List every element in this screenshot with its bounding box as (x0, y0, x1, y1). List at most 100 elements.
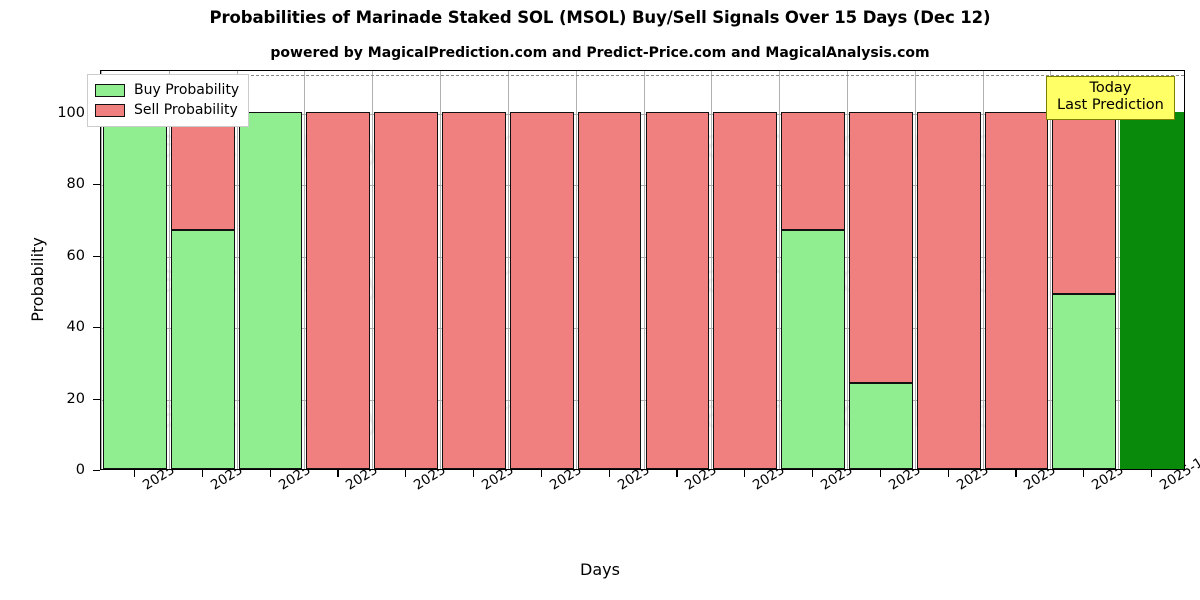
legend-item-sell: Sell Probability (95, 100, 239, 120)
x-tick-mark (472, 470, 475, 477)
x-tick-mark (676, 470, 678, 477)
legend-item-buy: Buy Probability (95, 80, 239, 100)
gridline-vertical (915, 71, 916, 469)
bar-2025-11-30[interactable] (374, 71, 439, 469)
legend-label-sell: Sell Probability (134, 102, 238, 118)
gridline-vertical (440, 71, 441, 469)
today-annotation: Today Last Prediction (1046, 76, 1175, 121)
gridline-vertical (644, 71, 645, 469)
legend-label-buy: Buy Probability (134, 82, 240, 98)
bar-segment-buy (238, 111, 303, 469)
x-tick-mark (269, 470, 271, 477)
y-tick-label: 100 (57, 104, 85, 121)
gridline-vertical (372, 71, 373, 469)
x-tick-mark (608, 470, 610, 477)
bar-2025-12-07[interactable] (848, 71, 913, 469)
bar-segment-sell (781, 111, 845, 230)
gridline-vertical (711, 71, 712, 469)
gridline-vertical (237, 71, 238, 469)
today-annotation-line2: Last Prediction (1057, 97, 1164, 114)
bar-segment-sell (170, 111, 235, 230)
x-tick-mark (1015, 470, 1017, 477)
bar-2025-12-04[interactable] (645, 71, 710, 469)
x-tick-mark (1083, 470, 1085, 477)
y-tick-label: 20 (66, 390, 85, 407)
bar-2025-12-01[interactable] (442, 71, 506, 469)
bar-segment-sell (509, 111, 574, 469)
gridline-horizontal (101, 328, 1184, 330)
gridline-vertical (169, 71, 170, 469)
bar-2025-12-10[interactable] (1052, 71, 1117, 469)
x-tick-mark (812, 470, 814, 477)
bar-segment-sell (848, 111, 913, 384)
gridline-vertical (779, 71, 780, 469)
bar-segment-sell (984, 111, 1049, 469)
gridline-vertical (508, 71, 509, 469)
gridline-vertical (576, 71, 577, 469)
gridline-vertical (1050, 71, 1051, 469)
bar-segment-sell (577, 111, 642, 469)
x-tick-mark (879, 470, 882, 477)
bar-segment-buy (1052, 294, 1117, 469)
bar-2025-11-28[interactable] (238, 71, 303, 469)
y-tick-mark (93, 327, 100, 329)
gridline-horizontal (101, 399, 1184, 401)
bar-segment-buy (103, 111, 167, 469)
y-tick-mark (93, 184, 100, 186)
bar-2025-11-29[interactable] (306, 71, 371, 469)
y-tick-label: 40 (66, 319, 85, 336)
gridline-horizontal (101, 113, 1184, 115)
gridline-horizontal (101, 185, 1184, 187)
legend-swatch-buy-icon (95, 83, 125, 97)
bar-segment-sell (442, 111, 506, 469)
x-tick-mark (744, 470, 746, 477)
bar-segment-sell (306, 111, 371, 469)
bar-2025-12-06[interactable] (781, 71, 845, 469)
x-axis-label: Days (580, 560, 620, 579)
gridline-vertical (304, 71, 305, 469)
bar-segment-buy (170, 229, 235, 469)
y-tick-mark (93, 398, 100, 400)
bar-2025-12-02[interactable] (509, 71, 574, 469)
bar-2025-12-03[interactable] (577, 71, 642, 469)
x-tick-mark (540, 470, 542, 477)
bar-2025-12-11[interactable] (1120, 71, 1184, 469)
gridline-horizontal (101, 256, 1184, 258)
y-tick-label: 80 (66, 176, 85, 193)
bar-2025-12-09[interactable] (984, 71, 1049, 469)
gridline-vertical (983, 71, 984, 469)
chart-subtitle: powered by MagicalPrediction.com and Pre… (270, 45, 930, 61)
y-tick-label: 60 (66, 247, 85, 264)
bar-segment-today (1120, 111, 1184, 469)
bars-layer (101, 71, 1184, 469)
x-tick-mark (1151, 470, 1153, 477)
x-tick-mark (133, 470, 136, 477)
gridline-vertical (847, 71, 848, 469)
today-annotation-line1: Today (1089, 80, 1132, 96)
bar-segment-sell (916, 111, 981, 469)
reference-dashed-line (101, 74, 1184, 76)
x-tick-mark (201, 470, 203, 477)
bar-segment-sell (645, 111, 710, 469)
bar-2025-12-08[interactable] (916, 71, 981, 469)
bar-2025-11-27[interactable] (170, 71, 235, 469)
bar-segment-buy (848, 383, 913, 469)
bar-2025-11-26[interactable] (103, 71, 167, 469)
bar-2025-12-05[interactable] (713, 71, 778, 469)
x-tick-mark (947, 470, 949, 477)
gridline-vertical (101, 71, 102, 469)
x-tick-mark (337, 470, 339, 477)
bar-segment-sell (1052, 111, 1117, 294)
y-tick-label: 0 (75, 462, 85, 478)
gridline-vertical (1118, 71, 1119, 469)
bar-segment-sell (374, 111, 439, 469)
y-tick-mark (93, 470, 100, 472)
plot-area: MagicalAnalysis.comMagicalPrediction.com… (100, 70, 1185, 470)
legend: Buy Probability Sell Probability (87, 74, 250, 127)
bar-segment-buy (781, 229, 845, 469)
chart-title: Probabilities of Marinade Staked SOL (MS… (209, 8, 991, 27)
legend-swatch-sell-icon (95, 103, 125, 117)
bar-segment-sell (713, 111, 778, 469)
x-tick-mark (405, 470, 407, 477)
